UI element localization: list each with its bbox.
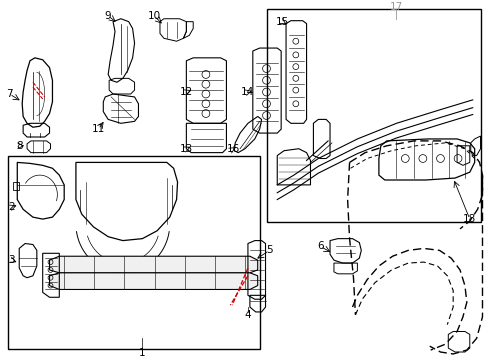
Text: 12: 12 — [180, 87, 193, 97]
Text: 14: 14 — [241, 87, 255, 97]
Polygon shape — [49, 256, 258, 273]
Text: 16: 16 — [227, 144, 240, 154]
Text: 3: 3 — [8, 255, 15, 265]
Text: 13: 13 — [180, 144, 193, 154]
Text: 17: 17 — [390, 2, 403, 12]
Polygon shape — [49, 273, 258, 289]
Text: 6: 6 — [317, 242, 323, 251]
Text: 7: 7 — [6, 89, 13, 99]
Text: 8: 8 — [16, 141, 23, 151]
FancyBboxPatch shape — [7, 156, 260, 349]
Text: 10: 10 — [147, 11, 161, 21]
Text: 18: 18 — [463, 214, 476, 224]
Text: 2: 2 — [8, 202, 15, 212]
Text: 4: 4 — [245, 310, 251, 320]
Text: 11: 11 — [92, 124, 105, 134]
Text: 9: 9 — [105, 11, 112, 21]
Text: 5: 5 — [266, 246, 273, 255]
Text: 15: 15 — [275, 17, 289, 27]
Text: 1: 1 — [139, 348, 146, 358]
FancyBboxPatch shape — [268, 9, 481, 222]
